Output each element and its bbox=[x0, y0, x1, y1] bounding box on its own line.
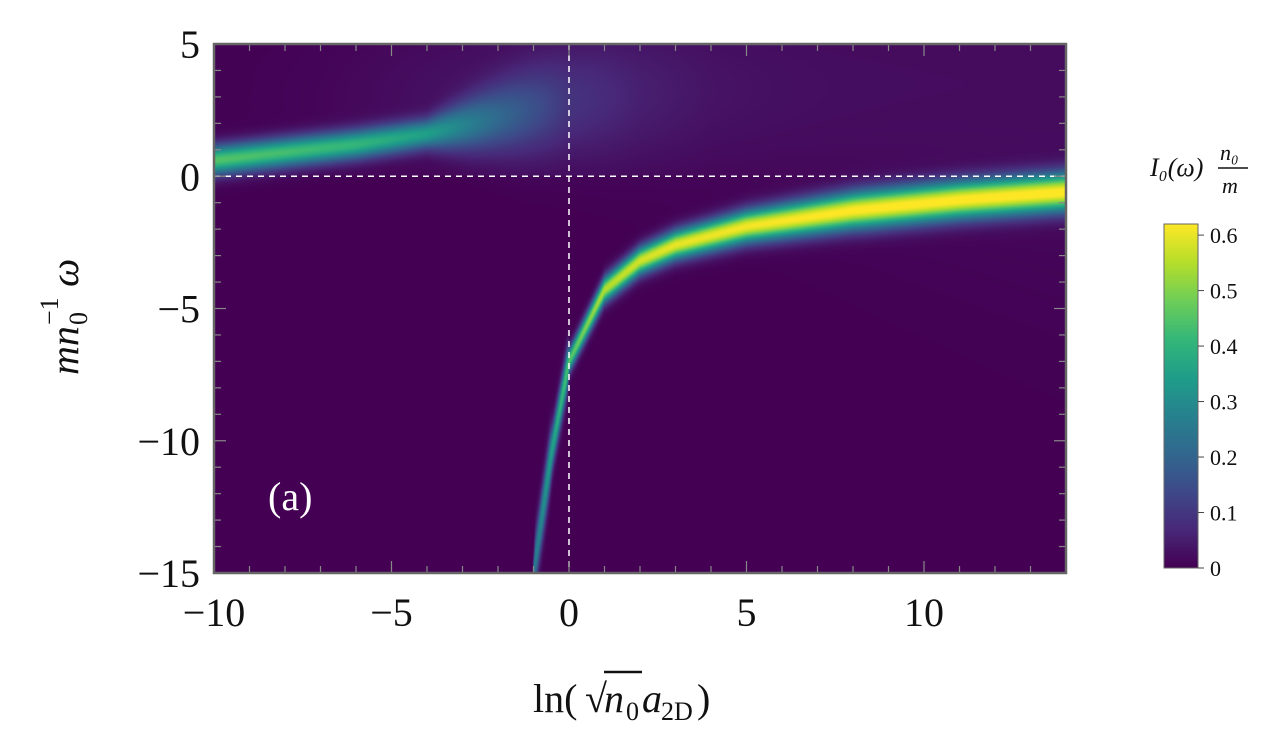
svg-text:n: n bbox=[604, 676, 624, 721]
y-tick-label: 5 bbox=[180, 22, 200, 67]
svg-text:0: 0 bbox=[626, 697, 639, 726]
x-tick-label: 0 bbox=[559, 590, 579, 635]
colorbar-tick-label: 0.4 bbox=[1210, 334, 1238, 359]
x-tick-label: 10 bbox=[904, 590, 944, 635]
x-tick-label: −10 bbox=[183, 590, 246, 635]
svg-text:ω: ω bbox=[42, 259, 87, 287]
colorbar-tick-label: 0.3 bbox=[1210, 390, 1238, 415]
svg-text:I₀(ω): I₀(ω) bbox=[1149, 153, 1203, 182]
x-axis-title-text: ln( bbox=[533, 676, 577, 721]
y-tick-label: −10 bbox=[137, 419, 200, 464]
svg-text:mn: mn bbox=[42, 326, 87, 375]
colorbar-title: I₀(ω) n₀ m bbox=[1149, 140, 1248, 198]
svg-text:a: a bbox=[642, 676, 662, 721]
axis-ticks bbox=[213, 43, 1067, 574]
y-axis-title: mn 0 −1 ω bbox=[35, 259, 93, 375]
heatmap bbox=[214, 44, 1066, 573]
colorbar-frame bbox=[1163, 223, 1199, 569]
colorbar-ticks: 0 0.1 0.2 0.3 0.4 0.5 0.6 bbox=[1198, 223, 1238, 581]
y-tick-label: −5 bbox=[157, 287, 200, 332]
panel-label: (a) bbox=[268, 474, 312, 519]
x-tick-label: 5 bbox=[737, 590, 757, 635]
y-tick-labels: 5 0 −5 −10 −15 bbox=[137, 22, 200, 596]
x-axis-title-sqrt: √ bbox=[585, 676, 607, 721]
x-axis-title: ln( √ n 0 a 2D ) bbox=[533, 670, 710, 726]
colorbar-tick-label: 0 bbox=[1210, 556, 1221, 581]
svg-text:m: m bbox=[1222, 173, 1238, 198]
y-tick-label: −15 bbox=[137, 551, 200, 596]
svg-text:0: 0 bbox=[64, 312, 93, 325]
svg-text:2D: 2D bbox=[661, 697, 693, 726]
colorbar bbox=[1164, 224, 1198, 568]
x-tick-labels: −10 −5 0 5 10 bbox=[183, 590, 944, 635]
svg-text:): ) bbox=[697, 676, 710, 721]
svg-text:n₀: n₀ bbox=[1220, 140, 1239, 165]
x-tick-label: −5 bbox=[370, 590, 413, 635]
colorbar-tick-label: 0.2 bbox=[1210, 445, 1238, 470]
colorbar-tick-label: 0.1 bbox=[1210, 501, 1238, 526]
plot-frame bbox=[212, 42, 1068, 575]
colorbar-tick-label: 0.6 bbox=[1210, 223, 1238, 248]
svg-text:−1: −1 bbox=[35, 297, 64, 325]
reference-lines bbox=[214, 44, 1066, 573]
y-tick-label: 0 bbox=[180, 154, 200, 199]
colorbar-tick-label: 0.5 bbox=[1210, 279, 1238, 304]
